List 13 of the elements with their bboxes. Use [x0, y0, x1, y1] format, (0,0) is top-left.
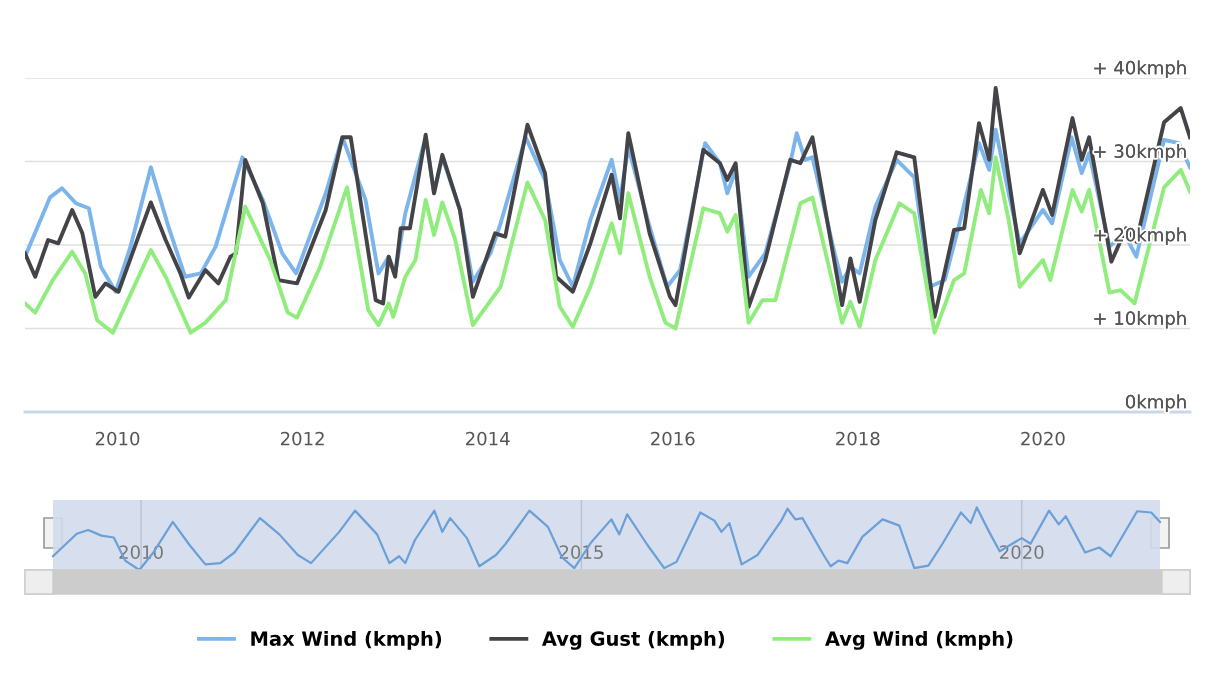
x-tick-label: 2012: [280, 431, 324, 446]
legend-label: Max Wind (kmph): [251, 630, 442, 650]
x-tick-label: 2010: [95, 431, 140, 446]
legend-label: Avg Gust (kmph): [541, 630, 725, 650]
x-tick-label: 2020: [1000, 545, 1044, 559]
legend-label: Avg Wind (kmph): [825, 630, 1013, 650]
x-tick-label: 2014: [466, 431, 510, 446]
y-tick-label: + 40kmph: [1094, 60, 1186, 78]
x-tick-label: 2018: [836, 431, 880, 446]
x-tick-label: 2020: [1021, 431, 1065, 446]
x-tick-label: 2016: [651, 431, 695, 446]
y-tick-label: + 10kmph: [1094, 311, 1186, 329]
y-tick-label: 0kmph: [1125, 394, 1186, 412]
